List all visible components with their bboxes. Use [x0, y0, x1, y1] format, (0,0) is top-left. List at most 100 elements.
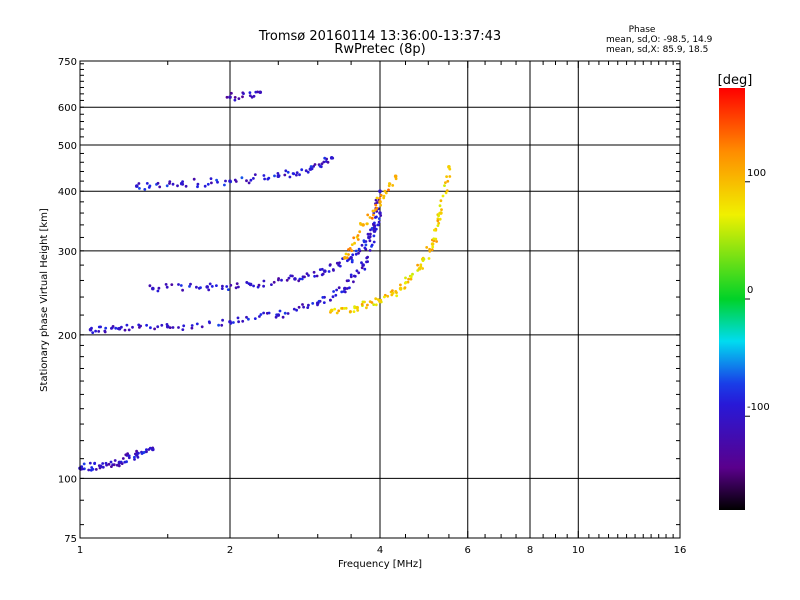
trace-point: [445, 189, 449, 193]
data-point: [361, 263, 365, 267]
trace-point: [221, 318, 225, 322]
trace-point: [253, 173, 257, 177]
trace-point: [145, 182, 149, 185]
trace-point: [427, 257, 431, 260]
trace-point: [107, 462, 111, 466]
data-point: [151, 286, 155, 291]
trace-point: [241, 319, 245, 323]
trace-point: [326, 160, 330, 164]
trace-point: [438, 217, 442, 221]
trace: [329, 165, 452, 315]
trace-point: [110, 326, 114, 330]
trace-point: [335, 261, 339, 265]
plot-area: 1 2 4 6 8 10 16 75 100 200 300 400 500 600 750: [58, 57, 686, 556]
trace-point: [113, 459, 117, 462]
trace-point: [283, 173, 287, 177]
data-point: [228, 179, 232, 183]
data-point: [98, 464, 103, 469]
data-point: [258, 90, 263, 95]
trace-point: [348, 286, 351, 290]
trace-point: [245, 281, 249, 284]
trace-point: [139, 324, 143, 328]
trace: [343, 174, 398, 260]
trace-point: [217, 323, 221, 327]
data-point: [343, 286, 347, 291]
trace-point: [445, 175, 448, 179]
trace-point: [165, 184, 169, 188]
trace-point: [295, 308, 298, 312]
trace-point: [372, 303, 376, 306]
trace-point: [82, 462, 86, 466]
trace-point: [87, 468, 91, 472]
trace-point: [216, 180, 219, 184]
trace-point: [145, 448, 148, 452]
trace-point: [298, 173, 301, 177]
trace-point: [196, 185, 199, 189]
trace-point: [372, 240, 376, 244]
trace-point: [351, 253, 355, 257]
trace-point: [409, 277, 413, 281]
trace-point: [368, 249, 372, 252]
trace-point: [322, 301, 326, 304]
trace-point: [360, 243, 364, 247]
trace-point: [88, 461, 92, 465]
trace-point: [349, 273, 353, 277]
trace-point: [236, 316, 240, 320]
trace-point: [370, 301, 374, 304]
trace-point: [210, 181, 213, 185]
trace-point: [356, 238, 360, 241]
trace-point: [439, 199, 443, 203]
trace-point: [435, 240, 438, 243]
trace-point: [220, 287, 224, 290]
trace-point: [280, 278, 283, 282]
trace-point: [249, 178, 253, 182]
trace-point: [93, 462, 96, 465]
trace-point: [366, 213, 370, 217]
data-point: [88, 327, 93, 332]
trace-point: [406, 280, 410, 284]
trace-point: [311, 302, 315, 305]
data-point: [276, 313, 281, 317]
trace-point: [321, 272, 325, 276]
trace-point: [374, 297, 378, 301]
trace-point: [383, 189, 387, 193]
data-point: [117, 326, 122, 331]
trace-point: [421, 267, 424, 270]
trace-point: [91, 467, 95, 471]
data-point: [349, 256, 353, 260]
data-point: [378, 299, 382, 304]
trace-point: [372, 213, 375, 217]
data-point: [367, 235, 371, 240]
trace-point: [184, 184, 188, 188]
trace-point: [306, 306, 310, 309]
trace-point: [379, 193, 383, 197]
trace-point: [416, 263, 419, 267]
trace-point: [338, 261, 341, 265]
y-tick-label: 75: [64, 534, 77, 545]
trace-point: [94, 329, 97, 333]
trace-point: [195, 322, 199, 326]
trace-point: [372, 223, 376, 227]
trace-point: [395, 294, 399, 298]
data-point: [439, 211, 443, 215]
trace-point: [267, 311, 271, 315]
trace-point: [237, 97, 241, 100]
trace-point: [287, 276, 291, 280]
trace-point: [182, 324, 186, 328]
data-point: [447, 165, 451, 169]
trace-point: [432, 237, 436, 241]
trace-point: [215, 178, 219, 182]
trace-point: [329, 298, 332, 302]
trace-point: [357, 271, 361, 275]
trace-point: [114, 326, 118, 330]
y-tick-label: 500: [58, 141, 77, 152]
trace-point: [112, 463, 116, 467]
trace-point: [383, 295, 386, 299]
trace-point: [353, 306, 357, 310]
trace-point: [267, 176, 271, 180]
trace-point: [291, 274, 294, 278]
trace-point: [135, 449, 139, 453]
trace-point: [352, 236, 356, 240]
trace-point: [337, 309, 341, 313]
data-point: [378, 189, 382, 194]
